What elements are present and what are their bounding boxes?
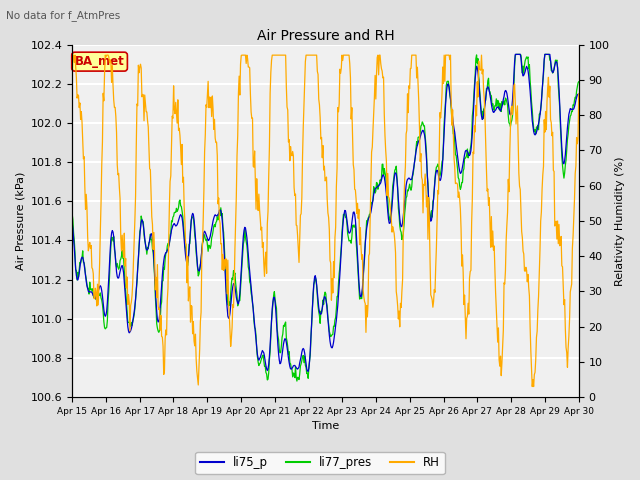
Title: Air Pressure and RH: Air Pressure and RH <box>257 29 394 43</box>
Legend: li75_p, li77_pres, RH: li75_p, li77_pres, RH <box>195 452 445 474</box>
Text: No data for f_AtmPres: No data for f_AtmPres <box>6 10 121 21</box>
Text: BA_met: BA_met <box>75 55 124 68</box>
Y-axis label: Relativity Humidity (%): Relativity Humidity (%) <box>615 156 625 286</box>
X-axis label: Time: Time <box>312 421 339 432</box>
Y-axis label: Air Pressure (kPa): Air Pressure (kPa) <box>15 172 25 270</box>
